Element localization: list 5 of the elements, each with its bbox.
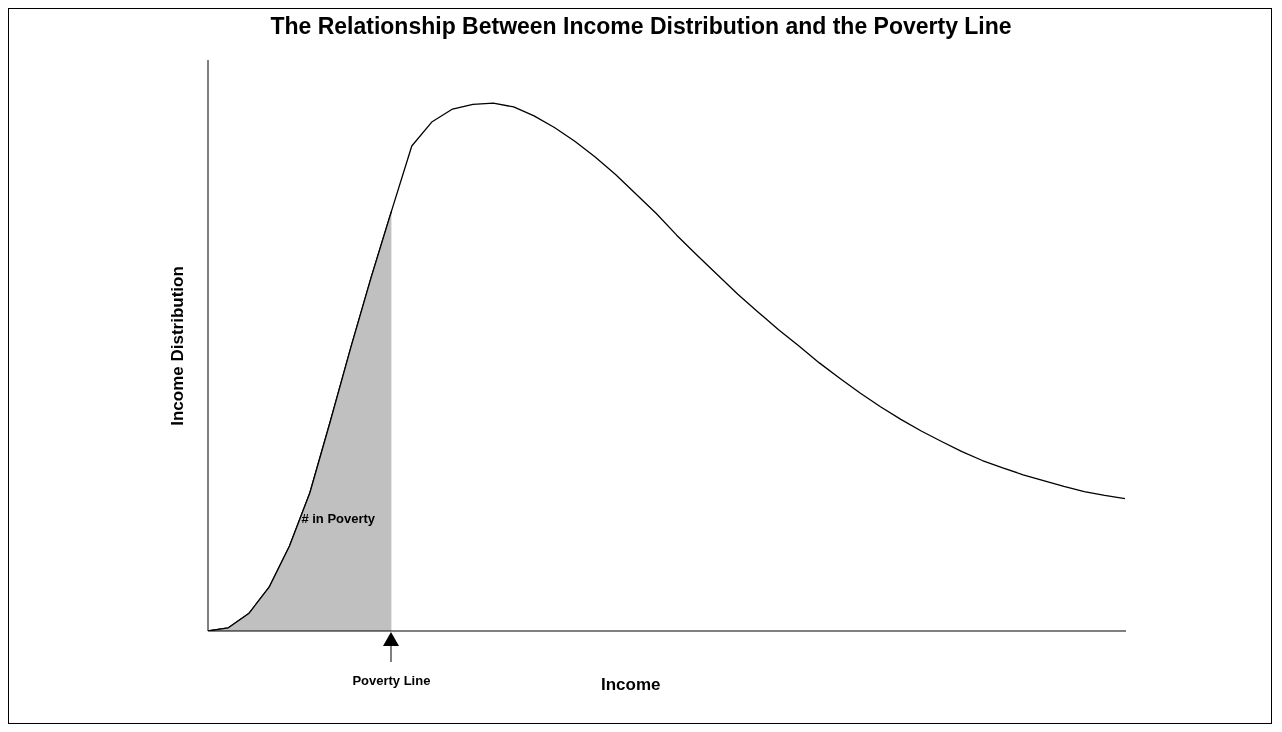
x-axis-title: Income bbox=[601, 675, 661, 695]
y-axis-title: Income Distribution bbox=[168, 266, 188, 426]
text: Poverty Line bbox=[352, 673, 431, 688]
chart-title: The Relationship Between Income Distribution and the Poverty Line bbox=[269, 13, 1013, 40]
annotation: # in Poverty bbox=[301, 511, 376, 527]
